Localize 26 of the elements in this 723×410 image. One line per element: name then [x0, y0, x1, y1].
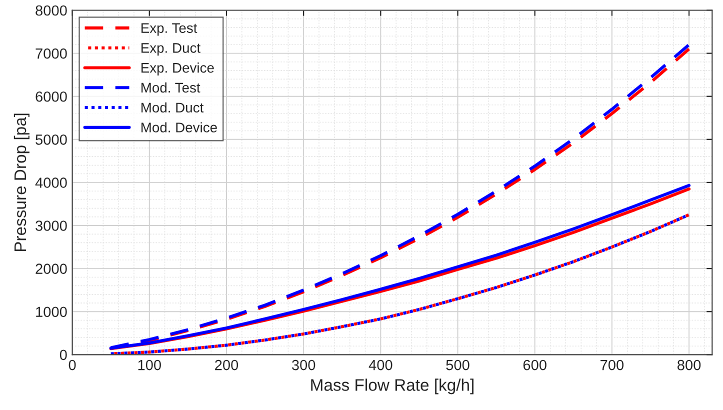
legend-label: Exp. Duct: [141, 43, 200, 56]
legend-label: Mod. Duct: [141, 102, 204, 113]
x-tick-label: 300: [292, 360, 316, 370]
y-tick-label: 3000: [36, 220, 67, 231]
x-tick-label: 600: [523, 360, 546, 370]
y-tick-label: 4000: [35, 178, 67, 188]
y-tick-label: 5000: [36, 134, 67, 145]
y-tick-label: 6000: [36, 91, 67, 102]
y-axis-title: Pressure Drop [pa]: [14, 114, 30, 252]
legend-label: Mod. Test: [141, 82, 200, 93]
x-tick-label: 700: [600, 360, 624, 370]
y-tick-label: 7000: [36, 48, 67, 59]
x-axis-title: Mass Flow Rate [kg/h]: [311, 378, 474, 394]
y-tick-label: 2000: [36, 264, 67, 274]
legend-label: Exp. Test: [141, 23, 198, 36]
legend-label: Mod. Device: [141, 122, 217, 132]
legend-label: Exp. Device: [141, 62, 214, 76]
y-tick-label: 8000: [36, 5, 67, 16]
x-tick-label: 400: [368, 360, 392, 370]
x-tick-label: 500: [446, 360, 470, 370]
x-tick-label: 200: [215, 360, 238, 370]
x-tick-label: 100: [138, 360, 161, 370]
x-tick-label: 800: [677, 360, 701, 370]
x-tick-label: 0: [68, 360, 76, 370]
y-tick-label: 0: [60, 350, 67, 360]
y-tick-label: 1000: [36, 306, 67, 318]
